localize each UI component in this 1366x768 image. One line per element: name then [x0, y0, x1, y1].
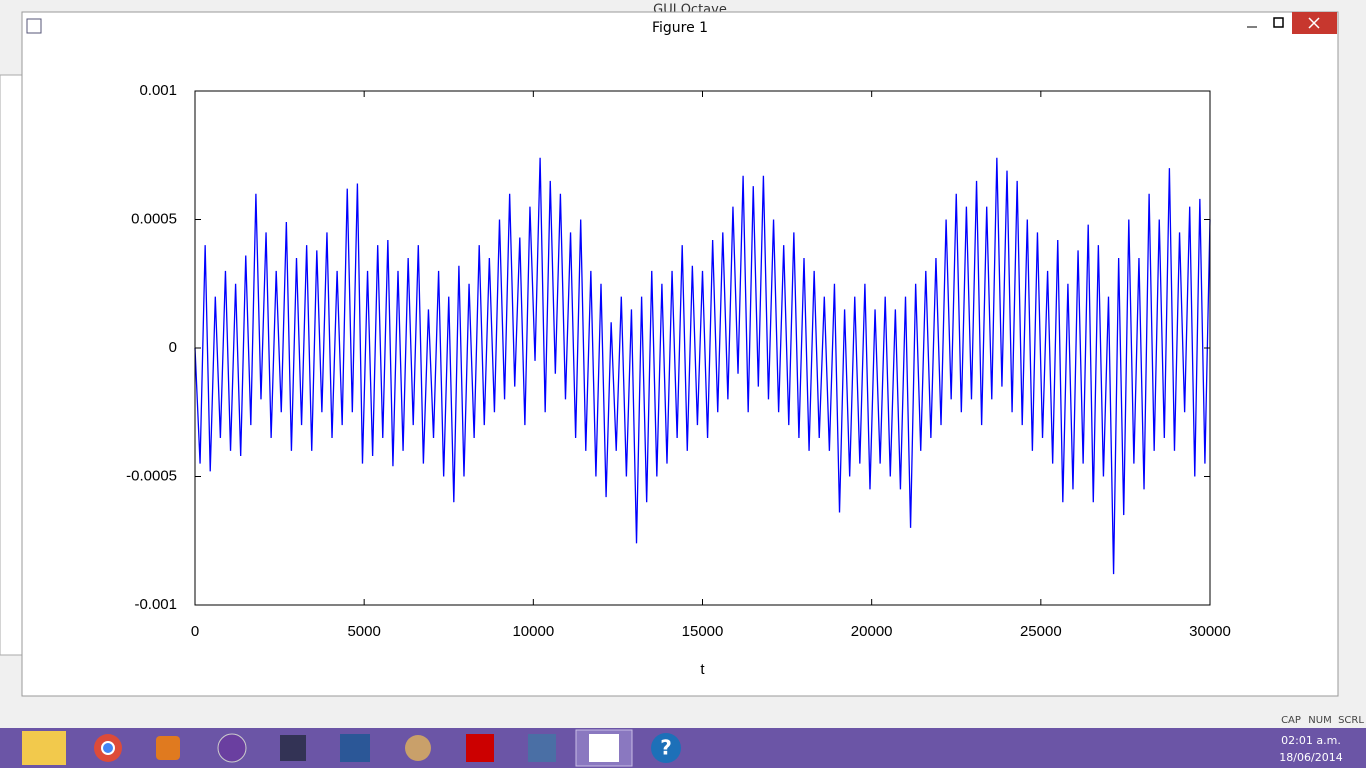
plot: -0.001 -0.0005 0 0.0005 0.001 0 5000 10000 15000…	[126, 82, 1231, 678]
x-tick-label: 0	[191, 623, 199, 640]
word-icon[interactable]	[340, 734, 370, 762]
app-icon[interactable]	[280, 735, 306, 761]
x-tick-label: 20000	[851, 623, 893, 640]
y-tick-label: 0	[169, 339, 177, 356]
close-icon	[1308, 17, 1320, 29]
clock-time[interactable]: 02:01 a.m.	[1281, 734, 1341, 747]
window-icon	[26, 18, 42, 34]
side-panel	[0, 74, 23, 656]
figure-task-icon	[589, 734, 619, 762]
plot-area	[195, 91, 1210, 605]
status-indicator: CAP	[1281, 715, 1301, 726]
y-tick-label: 0.001	[139, 82, 177, 99]
x-tick-label: 15000	[682, 623, 724, 640]
x-tick-label: 30000	[1189, 623, 1231, 640]
x-tick-label: 5000	[347, 623, 380, 640]
eclipse-icon[interactable]	[217, 733, 247, 763]
maximize-button[interactable]	[1273, 17, 1284, 28]
tool-icon[interactable]	[528, 734, 556, 762]
y-tick-label: 0.0005	[131, 210, 177, 227]
series-line	[194, 157, 1211, 575]
window-title: Figure 1	[652, 20, 708, 36]
media-icon[interactable]	[156, 736, 180, 760]
y-tick-label: -0.001	[134, 596, 177, 613]
pdf-icon[interactable]	[466, 734, 494, 762]
x-tick-label: 10000	[512, 623, 554, 640]
y-tick-label: -0.0005	[126, 467, 177, 484]
status-indicator: SCRL	[1338, 715, 1364, 726]
status-indicators: CAP NUM SCRL	[1281, 715, 1364, 726]
taskbar	[0, 728, 1366, 768]
status-bar	[0, 710, 1366, 728]
help-icon[interactable]	[651, 733, 681, 763]
status-indicator: NUM	[1308, 715, 1331, 726]
clock-date[interactable]: 18/06/2014	[1279, 751, 1342, 764]
x-tick-label: 25000	[1020, 623, 1062, 640]
help-glyph: ?	[660, 736, 672, 760]
chrome-center	[101, 741, 115, 755]
explorer-icon[interactable]	[22, 731, 66, 765]
x-axis-label: t	[700, 661, 705, 678]
paint-icon[interactable]	[405, 735, 431, 761]
